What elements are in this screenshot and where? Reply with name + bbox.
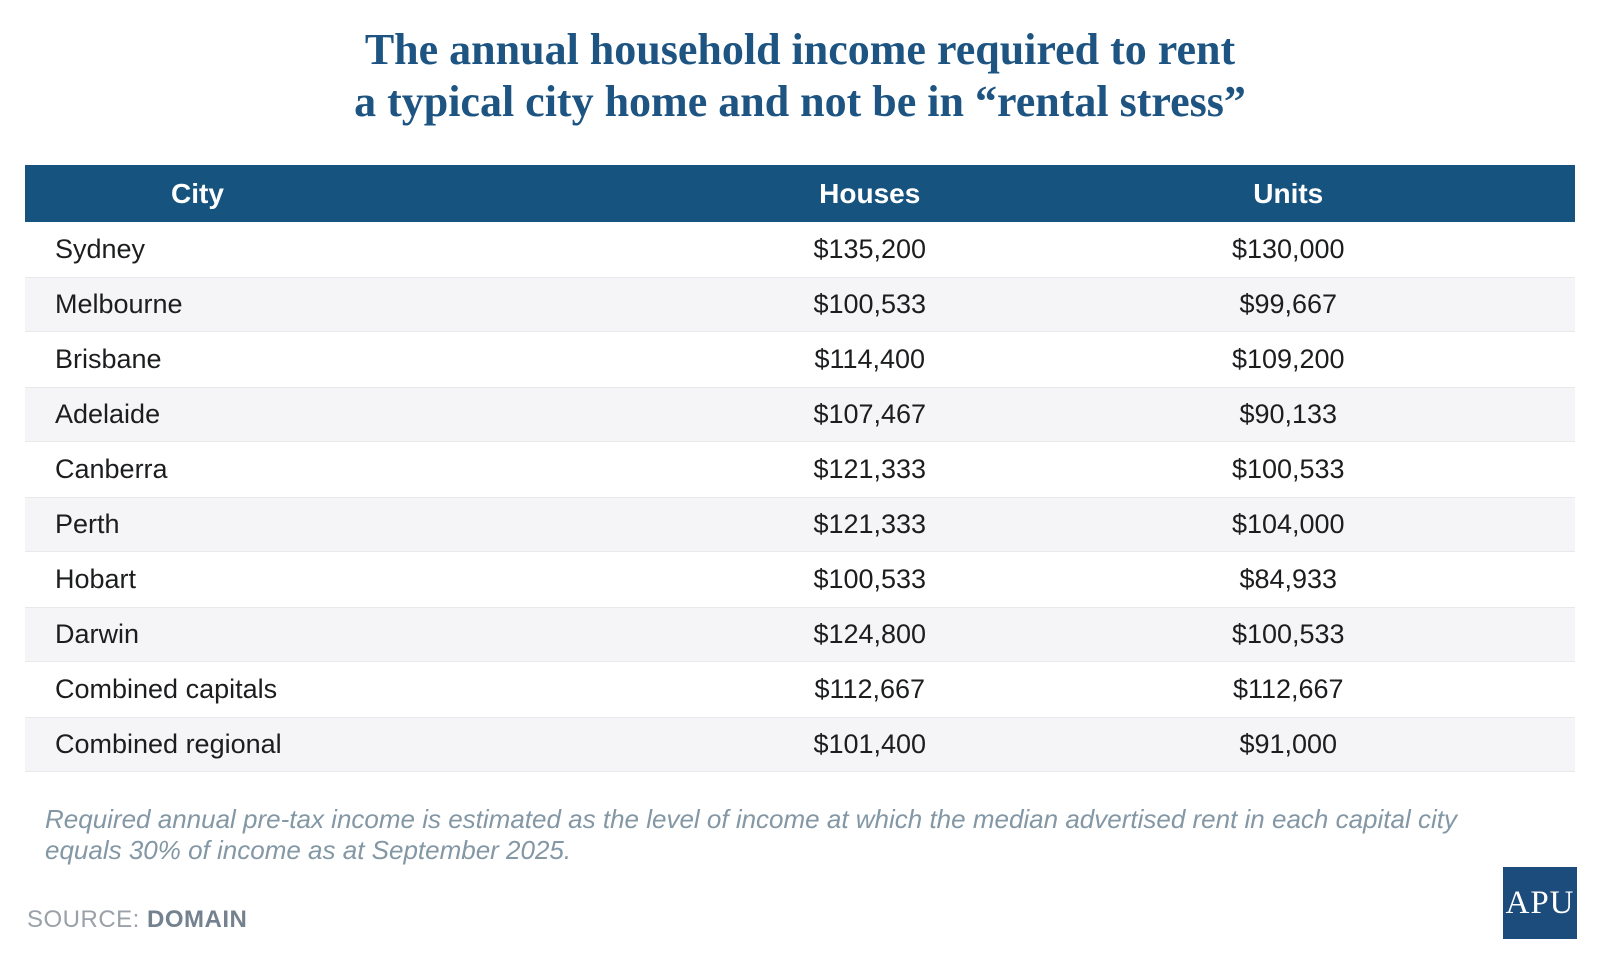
- cell-units: $100,533: [1231, 619, 1345, 649]
- table-row: Melbourne $100,533 $99,667: [25, 277, 1575, 332]
- page-title-line1: The annual household income required to …: [364, 25, 1236, 74]
- column-header-houses: Houses: [819, 177, 921, 209]
- table-row: Sydney $135,200 $130,000: [25, 222, 1575, 277]
- cell-houses: $101,400: [813, 729, 927, 759]
- column-header-city: City: [171, 177, 224, 209]
- income-table: City Houses Units Sydney $135,200 $130,000…: [25, 165, 1575, 772]
- cell-city: Combined capitals: [55, 674, 278, 704]
- cell-city: Perth: [55, 509, 120, 539]
- cell-city: Canberra: [55, 454, 168, 484]
- table-row: Combined regional $101,400 $91,000: [25, 717, 1575, 772]
- cell-units: $109,200: [1231, 344, 1345, 374]
- page-title-line2: a typical city home and not be in “renta…: [354, 77, 1246, 126]
- table-row: Perth $121,333 $104,000: [25, 497, 1575, 552]
- cell-city: Hobart: [55, 564, 137, 594]
- cell-city: Melbourne: [55, 289, 183, 319]
- table-row: Canberra $121,333 $100,533: [25, 442, 1575, 497]
- cell-houses: $121,333: [813, 509, 927, 539]
- cell-units: $100,533: [1231, 454, 1345, 484]
- cell-houses: $135,200: [813, 234, 927, 264]
- page-title: The annual household income required to …: [0, 24, 1600, 128]
- cell-houses: $114,400: [814, 344, 926, 374]
- source-label: SOURCE:: [27, 906, 140, 933]
- cell-city: Adelaide: [55, 399, 161, 429]
- table-row: Hobart $100,533 $84,933: [25, 552, 1575, 607]
- cell-houses: $107,467: [813, 399, 927, 429]
- table-body: Sydney $135,200 $130,000 Melbourne $100,533 $…: [25, 222, 1575, 772]
- cell-houses: $124,800: [813, 619, 927, 649]
- cell-units: $112,667: [1232, 674, 1344, 704]
- column-header-units: Units: [1253, 177, 1324, 209]
- table-row: Darwin $124,800 $100,533: [25, 607, 1575, 662]
- cell-houses: $100,533: [813, 564, 927, 594]
- cell-city: Combined regional: [55, 729, 282, 759]
- cell-houses: $100,533: [813, 289, 927, 319]
- source-value: DOMAIN: [147, 906, 248, 933]
- cell-units: $90,133: [1239, 399, 1338, 429]
- cell-city: Brisbane: [55, 344, 162, 374]
- cell-units: $91,000: [1239, 729, 1338, 759]
- table-row: Combined capitals $112,667 $112,667: [25, 662, 1575, 717]
- cell-houses: $112,667: [814, 674, 926, 704]
- cell-city: Darwin: [55, 619, 140, 649]
- table-header-row: City Houses Units: [25, 165, 1575, 222]
- apu-logo: APU: [1503, 867, 1577, 939]
- cell-city: Sydney: [55, 234, 146, 264]
- cell-units: $104,000: [1231, 509, 1345, 539]
- source-line: SOURCE: DOMAIN: [27, 906, 247, 934]
- cell-units: $84,933: [1239, 564, 1338, 594]
- table-row: Brisbane $114,400 $109,200: [25, 332, 1575, 387]
- cell-houses: $121,333: [813, 454, 927, 484]
- cell-units: $130,000: [1231, 234, 1345, 264]
- table-row: Adelaide $107,467 $90,133: [25, 387, 1575, 442]
- cell-units: $99,667: [1239, 289, 1338, 319]
- footnote-text: Required annual pre-tax income is estima…: [45, 804, 1457, 865]
